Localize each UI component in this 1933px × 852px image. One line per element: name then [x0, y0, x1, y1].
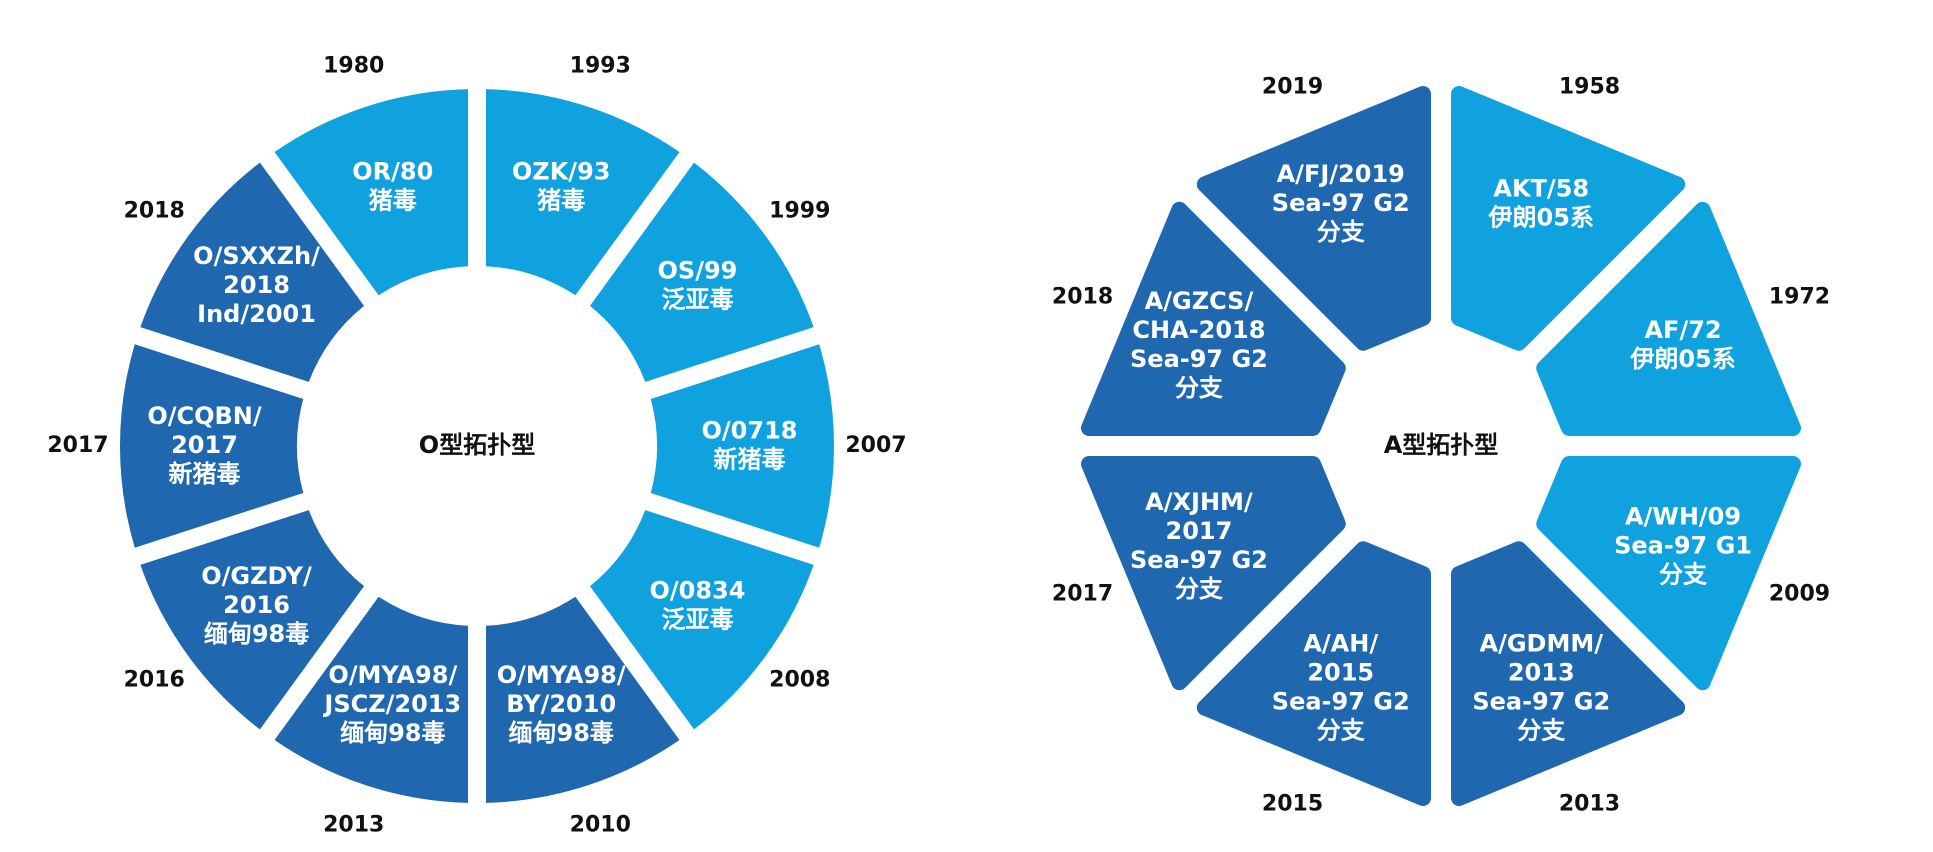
segment-label: O/MYA98/ [497, 661, 626, 689]
year-label: 2008 [769, 668, 830, 693]
year-label: 2013 [1559, 791, 1620, 816]
segment-label: 泛亚毒 [661, 606, 733, 634]
segment-label: AF/72 [1644, 316, 1721, 344]
octagon-segment [1536, 456, 1801, 691]
segment-label: 分支 [1175, 374, 1224, 402]
year-label: 2013 [323, 812, 384, 837]
year-label: 2019 [1262, 75, 1323, 100]
year-label: 2018 [1052, 285, 1113, 310]
segment-label: OR/80 [352, 157, 433, 185]
segment-label: O/MYA98/ [328, 661, 457, 689]
segment-label: CHA-2018 [1132, 316, 1265, 344]
octagon-segment [1081, 201, 1346, 436]
segment-label: A/AH/ [1303, 630, 1378, 658]
ring-segment [650, 344, 835, 548]
segment-label: A/XJHM/ [1145, 488, 1253, 516]
segment-label: 2016 [223, 591, 290, 619]
segment-label: 分支 [1317, 717, 1366, 745]
ring-segment [119, 344, 304, 548]
year-label: 2007 [845, 433, 906, 458]
year-label: 1980 [323, 54, 384, 79]
segment-label: 缅甸98毒 [204, 620, 309, 648]
year-label: 1972 [1769, 285, 1830, 310]
segment-label: 分支 [1175, 575, 1224, 603]
segment-label: 泛亚毒 [661, 285, 733, 313]
segment-label: Sea-97 G2 [1130, 546, 1268, 574]
year-label: 2009 [1769, 581, 1830, 606]
center-label: O型拓扑型 [419, 431, 535, 459]
segment-label: O/GZDY/ [201, 562, 312, 590]
segment-label: 2013 [1508, 659, 1575, 687]
segment-label: Sea-97 G2 [1272, 688, 1410, 716]
segment-label: 缅甸98毒 [509, 719, 614, 747]
ring-segment [589, 510, 814, 730]
segment-label: Ind/2001 [197, 300, 316, 328]
segment-label: 缅甸98毒 [340, 719, 445, 747]
ring-segment [140, 162, 365, 382]
segment-label: Sea-97 G2 [1472, 688, 1610, 716]
segment-label: A/GDMM/ [1480, 630, 1604, 658]
segment-label: 2017 [1166, 517, 1233, 545]
octagon-segment [1081, 456, 1346, 691]
octagon-segment [1451, 541, 1686, 806]
segment-label: Sea-97 G2 [1272, 189, 1410, 217]
segment-label: 新猪毒 [714, 446, 786, 474]
ring-segment [589, 162, 814, 382]
ring-segment [486, 596, 680, 803]
segment-label: 伊朗05系 [1629, 345, 1735, 373]
segment-label: O/0718 [702, 417, 798, 445]
segment-label: O/0834 [649, 577, 745, 605]
segment-label: A/GZCS/ [1145, 287, 1254, 315]
segment-label: 2015 [1307, 659, 1374, 687]
segment-label: JSCZ/2013 [322, 690, 461, 718]
segment-label: 新猪毒 [169, 460, 241, 488]
year-label: 1958 [1559, 75, 1620, 100]
octagon-segment [1196, 86, 1431, 351]
year-label: 1999 [769, 198, 830, 223]
ring-segment [274, 89, 468, 296]
segment-label: OS/99 [658, 256, 738, 284]
octagon-segment [1451, 86, 1686, 351]
ring-segment [486, 89, 680, 296]
octagon-segment [1536, 201, 1801, 436]
segment-label: 分支 [1517, 717, 1566, 745]
segment-label: Sea-97 G2 [1130, 345, 1268, 373]
ring-segment [140, 510, 365, 730]
ring-segment [274, 596, 468, 803]
segment-label: AKT/58 [1493, 174, 1589, 202]
year-label: 2015 [1262, 791, 1323, 816]
center-label: A型拓扑型 [1384, 431, 1499, 459]
octagon-segment [1196, 541, 1431, 806]
segment-label: 2017 [171, 431, 238, 459]
segment-label: 猪毒 [369, 186, 417, 214]
year-label: 2016 [124, 668, 185, 693]
segment-label: 伊朗05系 [1488, 203, 1594, 231]
segment-label: OZK/93 [512, 157, 611, 185]
segment-label: A/FJ/2019 [1277, 160, 1405, 188]
year-label: 2018 [124, 198, 185, 223]
segment-label: A/WH/09 [1625, 502, 1741, 530]
segment-label: Sea-97 G1 [1614, 531, 1752, 559]
segment-label: O/CQBN/ [147, 402, 262, 430]
segment-label: O/SXXZh/ [193, 242, 320, 270]
segment-label: 分支 [1317, 218, 1366, 246]
year-label: 1993 [570, 54, 631, 79]
year-label: 2010 [570, 812, 631, 837]
segment-label: 2018 [223, 271, 290, 299]
segment-label: BY/2010 [506, 690, 616, 718]
segment-label: 分支 [1659, 560, 1708, 588]
year-label: 2017 [47, 433, 108, 458]
segment-label: 猪毒 [537, 186, 585, 214]
year-label: 2017 [1052, 581, 1113, 606]
